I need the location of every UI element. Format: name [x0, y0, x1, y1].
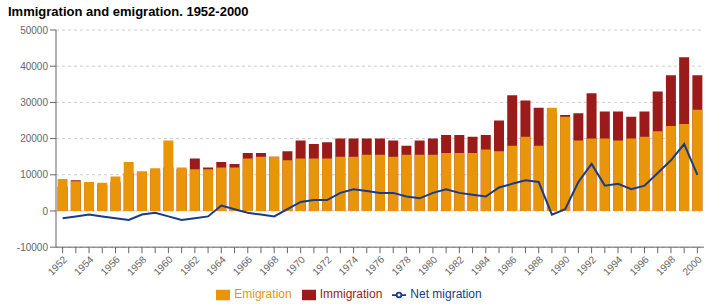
- svg-text:1980: 1980: [416, 254, 440, 278]
- html-text:Immigration and emigration. 19: Immigration and emigration. 1952-2000: [8, 4, 249, 19]
- svg-text:1968: 1968: [257, 254, 281, 278]
- svg-text:50000: 50000: [20, 25, 48, 36]
- svg-text:0: 0: [42, 206, 48, 217]
- svg-text:1956: 1956: [98, 254, 122, 278]
- svg-text:1964: 1964: [204, 254, 228, 278]
- svg-text:1988: 1988: [522, 254, 546, 278]
- svg-text:1982: 1982: [442, 254, 466, 278]
- svg-text:1962: 1962: [178, 254, 202, 278]
- svg-text:1970: 1970: [284, 254, 308, 278]
- svg-text:1966: 1966: [231, 254, 255, 278]
- svg-text:10000: 10000: [20, 169, 48, 180]
- svg-text:1986: 1986: [495, 254, 519, 278]
- svg-text:30000: 30000: [20, 97, 48, 108]
- svg-text:1972: 1972: [310, 254, 334, 278]
- svg-text:1974: 1974: [336, 254, 360, 278]
- svg-text:-10000: -10000: [17, 242, 49, 253]
- svg-text:1952: 1952: [46, 254, 70, 278]
- svg-text:40000: 40000: [20, 61, 48, 72]
- svg-text:1958: 1958: [125, 254, 149, 278]
- svg-text:1954: 1954: [72, 254, 96, 278]
- html-text:Immigration: Immigration: [319, 287, 383, 302]
- svg-text:1978: 1978: [389, 254, 413, 278]
- svg-text:1996: 1996: [627, 254, 651, 278]
- svg-text:1994: 1994: [601, 254, 625, 278]
- svg-text:20000: 20000: [20, 133, 48, 144]
- html-text:Net migration: Net migration: [410, 287, 482, 302]
- svg-text:1960: 1960: [151, 254, 175, 278]
- svg-text:1992: 1992: [575, 254, 599, 278]
- svg-text:1998: 1998: [654, 254, 678, 278]
- svg-text:1976: 1976: [363, 254, 387, 278]
- svg-text:1984: 1984: [469, 254, 493, 278]
- svg-text:1990: 1990: [548, 254, 572, 278]
- html-text:Emigration: Emigration: [234, 287, 292, 302]
- svg-text:2000: 2000: [680, 254, 704, 278]
